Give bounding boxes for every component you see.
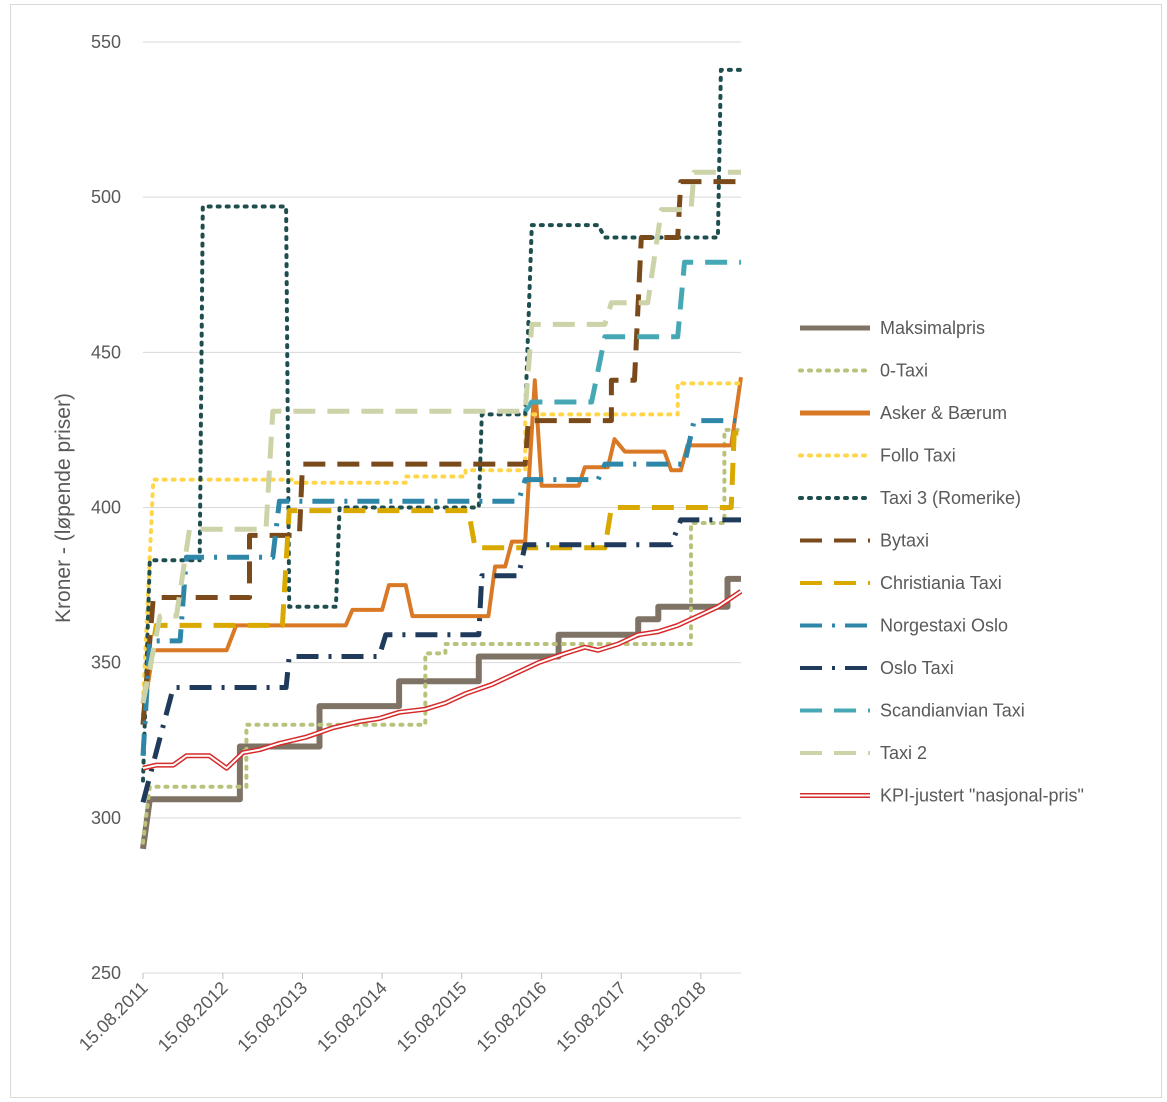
x-tick-label: 15.08.2012 <box>154 978 232 1056</box>
x-tick-label: 15.08.2018 <box>632 978 710 1056</box>
x-tick-label: 15.08.2013 <box>233 978 311 1056</box>
legend-item: Norgestaxi Oslo <box>800 616 1008 636</box>
legend-item: Oslo Taxi <box>800 658 954 678</box>
series-line <box>140 430 741 704</box>
legend-label: KPI-justert "nasjonal-pris" <box>880 786 1084 806</box>
y-tick-label: 500 <box>91 187 121 207</box>
y-tick-label: 300 <box>91 808 121 828</box>
gridlines <box>143 41 741 974</box>
y-tick-label: 450 <box>91 342 121 362</box>
series-line <box>140 169 741 704</box>
legend-item: Bytaxi <box>800 531 929 551</box>
legend-label: Asker & Bærum <box>880 403 1007 423</box>
x-tick-label: 15.08.2011 <box>75 978 152 1055</box>
legend-item: Scandianvian Taxi <box>800 701 1025 721</box>
legend-item: Asker & Bærum <box>800 403 1007 423</box>
x-tick-label: 15.08.2017 <box>552 978 630 1056</box>
y-tick-label: 400 <box>91 498 121 518</box>
legend-item: Christiania Taxi <box>800 573 1002 593</box>
legend-label: Maksimalpris <box>880 318 985 338</box>
series-line <box>140 517 741 803</box>
y-tick-label: 350 <box>91 653 121 673</box>
legend-item: KPI-justert "nasjonal-pris" <box>800 786 1084 806</box>
series-line-inner <box>142 590 742 770</box>
legend-item: Follo Taxi <box>798 446 956 466</box>
legend-label: Scandianvian Taxi <box>880 701 1025 721</box>
legend-label: Christiania Taxi <box>880 573 1002 593</box>
legend-item: 0-Taxi <box>798 361 928 381</box>
legend-label: Bytaxi <box>880 531 929 551</box>
series-line <box>141 427 743 845</box>
legend-item: Maksimalpris <box>800 318 985 338</box>
x-tick-label: 15.08.2014 <box>313 978 391 1056</box>
chart-frame <box>10 4 1162 1098</box>
series-line <box>523 259 741 413</box>
series-line <box>140 418 741 756</box>
y-axis-title: Kroner - (løpende priser) <box>52 393 75 623</box>
legend-label: Oslo Taxi <box>880 658 954 678</box>
legend-label: Follo Taxi <box>880 446 956 466</box>
legend-label: Taxi 2 <box>880 743 927 763</box>
legend-item: Taxi 2 <box>800 743 927 763</box>
legend-label: Taxi 3 (Romerike) <box>880 488 1021 508</box>
x-axis-ticks: 15.08.2011 15.08.2012 15.08.2013 15.08.2014… <box>75 973 710 1056</box>
legend: Maksimalpris 0-Taxi Asker & Bærum Follo Tax… <box>798 318 1084 806</box>
series-line <box>141 381 743 705</box>
series-line <box>140 575 741 850</box>
plot-area <box>140 67 743 850</box>
series-line <box>141 67 743 783</box>
series-line <box>141 376 743 716</box>
y-tick-label: 250 <box>91 963 121 983</box>
x-tick-label: 15.08.2015 <box>393 978 471 1056</box>
y-axis-ticks: 250 300 350 400 450 500 550 <box>91 32 121 983</box>
x-tick-label: 15.08.2016 <box>473 978 551 1056</box>
legend-label: Norgestaxi Oslo <box>880 616 1008 636</box>
y-tick-label: 550 <box>91 32 121 52</box>
legend-item: Taxi 3 (Romerike) <box>798 488 1021 508</box>
legend-label: 0-Taxi <box>880 361 928 381</box>
series-line <box>140 179 741 725</box>
